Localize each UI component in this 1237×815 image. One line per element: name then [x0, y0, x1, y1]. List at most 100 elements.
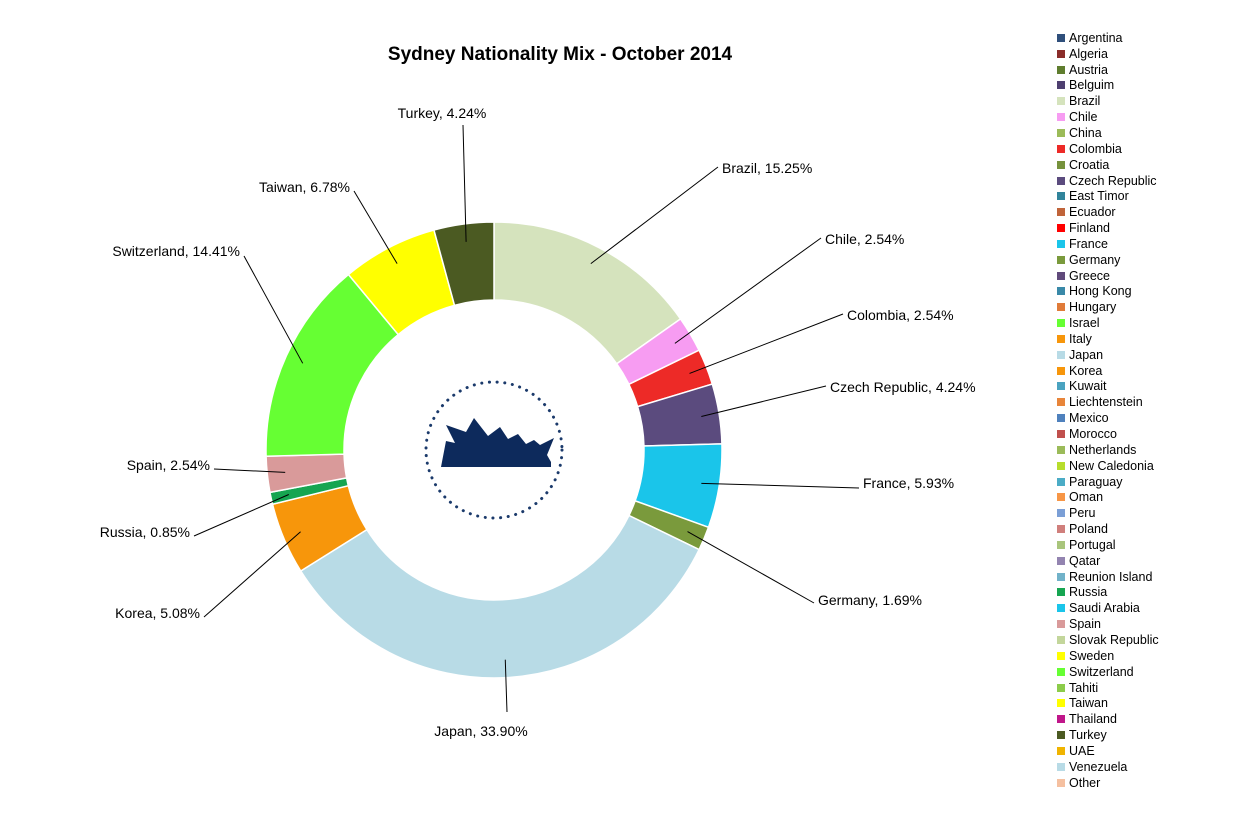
leader-line-czech-republic	[701, 385, 827, 418]
legend-swatch	[1057, 192, 1065, 201]
data-label-korea: Korea, 5.08%	[115, 605, 200, 621]
legend-swatch	[1057, 160, 1065, 169]
legend-item: Taiwan	[1057, 695, 1232, 711]
legend-item: Japan	[1057, 347, 1232, 363]
legend-label: Finland	[1069, 221, 1110, 236]
leader-line-france	[701, 482, 860, 489]
legend-swatch	[1057, 255, 1065, 264]
data-label-colombia: Colombia, 2.54%	[847, 307, 954, 323]
leader-line-russia	[193, 494, 289, 537]
legend-swatch	[1057, 731, 1065, 740]
data-label-japan: Japan, 33.90%	[434, 723, 527, 739]
legend-item: Oman	[1057, 489, 1232, 505]
slice-turkey	[433, 221, 495, 307]
legend-item: Spain	[1057, 616, 1232, 632]
legend-label: Switzerland	[1069, 664, 1134, 679]
legend-swatch	[1057, 239, 1065, 248]
legend-swatch	[1057, 651, 1065, 660]
legend-item: Portugal	[1057, 537, 1232, 553]
legend-item: Switzerland	[1057, 664, 1232, 680]
legend-label: Thailand	[1069, 712, 1117, 727]
legend-item: Chile	[1057, 109, 1232, 125]
legend-label: Spain	[1069, 617, 1101, 632]
legend-item: Tahiti	[1057, 680, 1232, 696]
legend-swatch	[1057, 113, 1065, 122]
legend-swatch	[1057, 762, 1065, 771]
legend-swatch	[1057, 430, 1065, 439]
leader-line-germany	[687, 531, 815, 604]
legend-swatch	[1057, 382, 1065, 391]
legend-swatch	[1057, 319, 1065, 328]
legend-swatch	[1057, 224, 1065, 233]
legend-label: Russia	[1069, 585, 1108, 600]
legend-label: Taiwan	[1069, 696, 1108, 711]
legend-item: Finland	[1057, 220, 1232, 236]
legend-swatch	[1057, 461, 1065, 470]
legend-swatch	[1057, 746, 1065, 755]
slice-japan	[299, 514, 701, 679]
legend-item: Netherlands	[1057, 442, 1232, 458]
legend-label: New Caledonia	[1069, 458, 1154, 473]
leader-line-korea	[203, 531, 301, 618]
legend-swatch	[1057, 81, 1065, 90]
legend-label: Mexico	[1069, 411, 1109, 426]
legend-label: Reunion Island	[1069, 569, 1153, 584]
legend-swatch	[1057, 398, 1065, 407]
legend-label: Argentina	[1069, 30, 1123, 45]
leader-line-japan	[504, 659, 508, 713]
legend-swatch	[1057, 556, 1065, 565]
legend-label: Brazil	[1069, 94, 1101, 109]
legend-swatch	[1057, 588, 1065, 597]
legend-swatch	[1057, 144, 1065, 153]
sydney-opera-house-logo	[424, 380, 564, 520]
legend-swatch	[1057, 49, 1065, 58]
legend-label: Qatar	[1069, 553, 1101, 568]
data-label-spain: Spain, 2.54%	[127, 457, 210, 473]
legend-label: East Timor	[1069, 189, 1129, 204]
legend-item: Saudi Arabia	[1057, 600, 1232, 616]
legend-label: Paraguay	[1069, 474, 1123, 489]
legend-label: Colombia	[1069, 141, 1122, 156]
legend-label: Slovak Republic	[1069, 632, 1159, 647]
legend-swatch	[1057, 287, 1065, 296]
legend-swatch	[1057, 715, 1065, 724]
legend-label: Morocco	[1069, 427, 1117, 442]
leader-line-taiwan	[353, 190, 398, 264]
legend-item: Liechtenstein	[1057, 394, 1232, 410]
legend-item: Germany	[1057, 252, 1232, 268]
data-label-france: France, 5.93%	[863, 475, 954, 491]
legend-item: Hong Kong	[1057, 284, 1232, 300]
data-label-brazil: Brazil, 15.25%	[722, 160, 812, 176]
legend-swatch	[1057, 635, 1065, 644]
legend-label: Czech Republic	[1069, 173, 1157, 188]
legend-swatch	[1057, 271, 1065, 280]
leader-line-brazil	[590, 166, 719, 265]
legend-item: Paraguay	[1057, 474, 1232, 490]
legend-label: China	[1069, 125, 1102, 140]
legend-swatch	[1057, 778, 1065, 787]
legend-item: Argentina	[1057, 30, 1232, 46]
legend-label: Other	[1069, 775, 1101, 790]
legend-item: Qatar	[1057, 553, 1232, 569]
legend-label: Italy	[1069, 331, 1092, 346]
chart-title: Sydney Nationality Mix - October 2014	[387, 44, 733, 65]
legend-item: Slovak Republic	[1057, 632, 1232, 648]
legend-label: Peru	[1069, 506, 1096, 521]
legend-label: Portugal	[1069, 537, 1116, 552]
data-label-russia: Russia, 0.85%	[100, 524, 190, 540]
legend-item: Thailand	[1057, 711, 1232, 727]
legend-label: Kuwait	[1069, 379, 1107, 394]
legend-swatch	[1057, 97, 1065, 106]
data-label-czech-republic: Czech Republic, 4.24%	[830, 379, 976, 395]
legend-swatch	[1057, 525, 1065, 534]
data-label-taiwan: Taiwan, 6.78%	[259, 179, 350, 195]
legend-item: Peru	[1057, 505, 1232, 521]
legend-item: Czech Republic	[1057, 173, 1232, 189]
legend-item: China	[1057, 125, 1232, 141]
legend-label: Ecuador	[1069, 205, 1116, 220]
legend-item: Italy	[1057, 331, 1232, 347]
legend-item: Morocco	[1057, 426, 1232, 442]
legend-label: Turkey	[1069, 728, 1107, 743]
legend: Argentina Algeria Austria Belguim Brazil Chil…	[1057, 30, 1232, 791]
leader-line-chile	[674, 237, 822, 344]
